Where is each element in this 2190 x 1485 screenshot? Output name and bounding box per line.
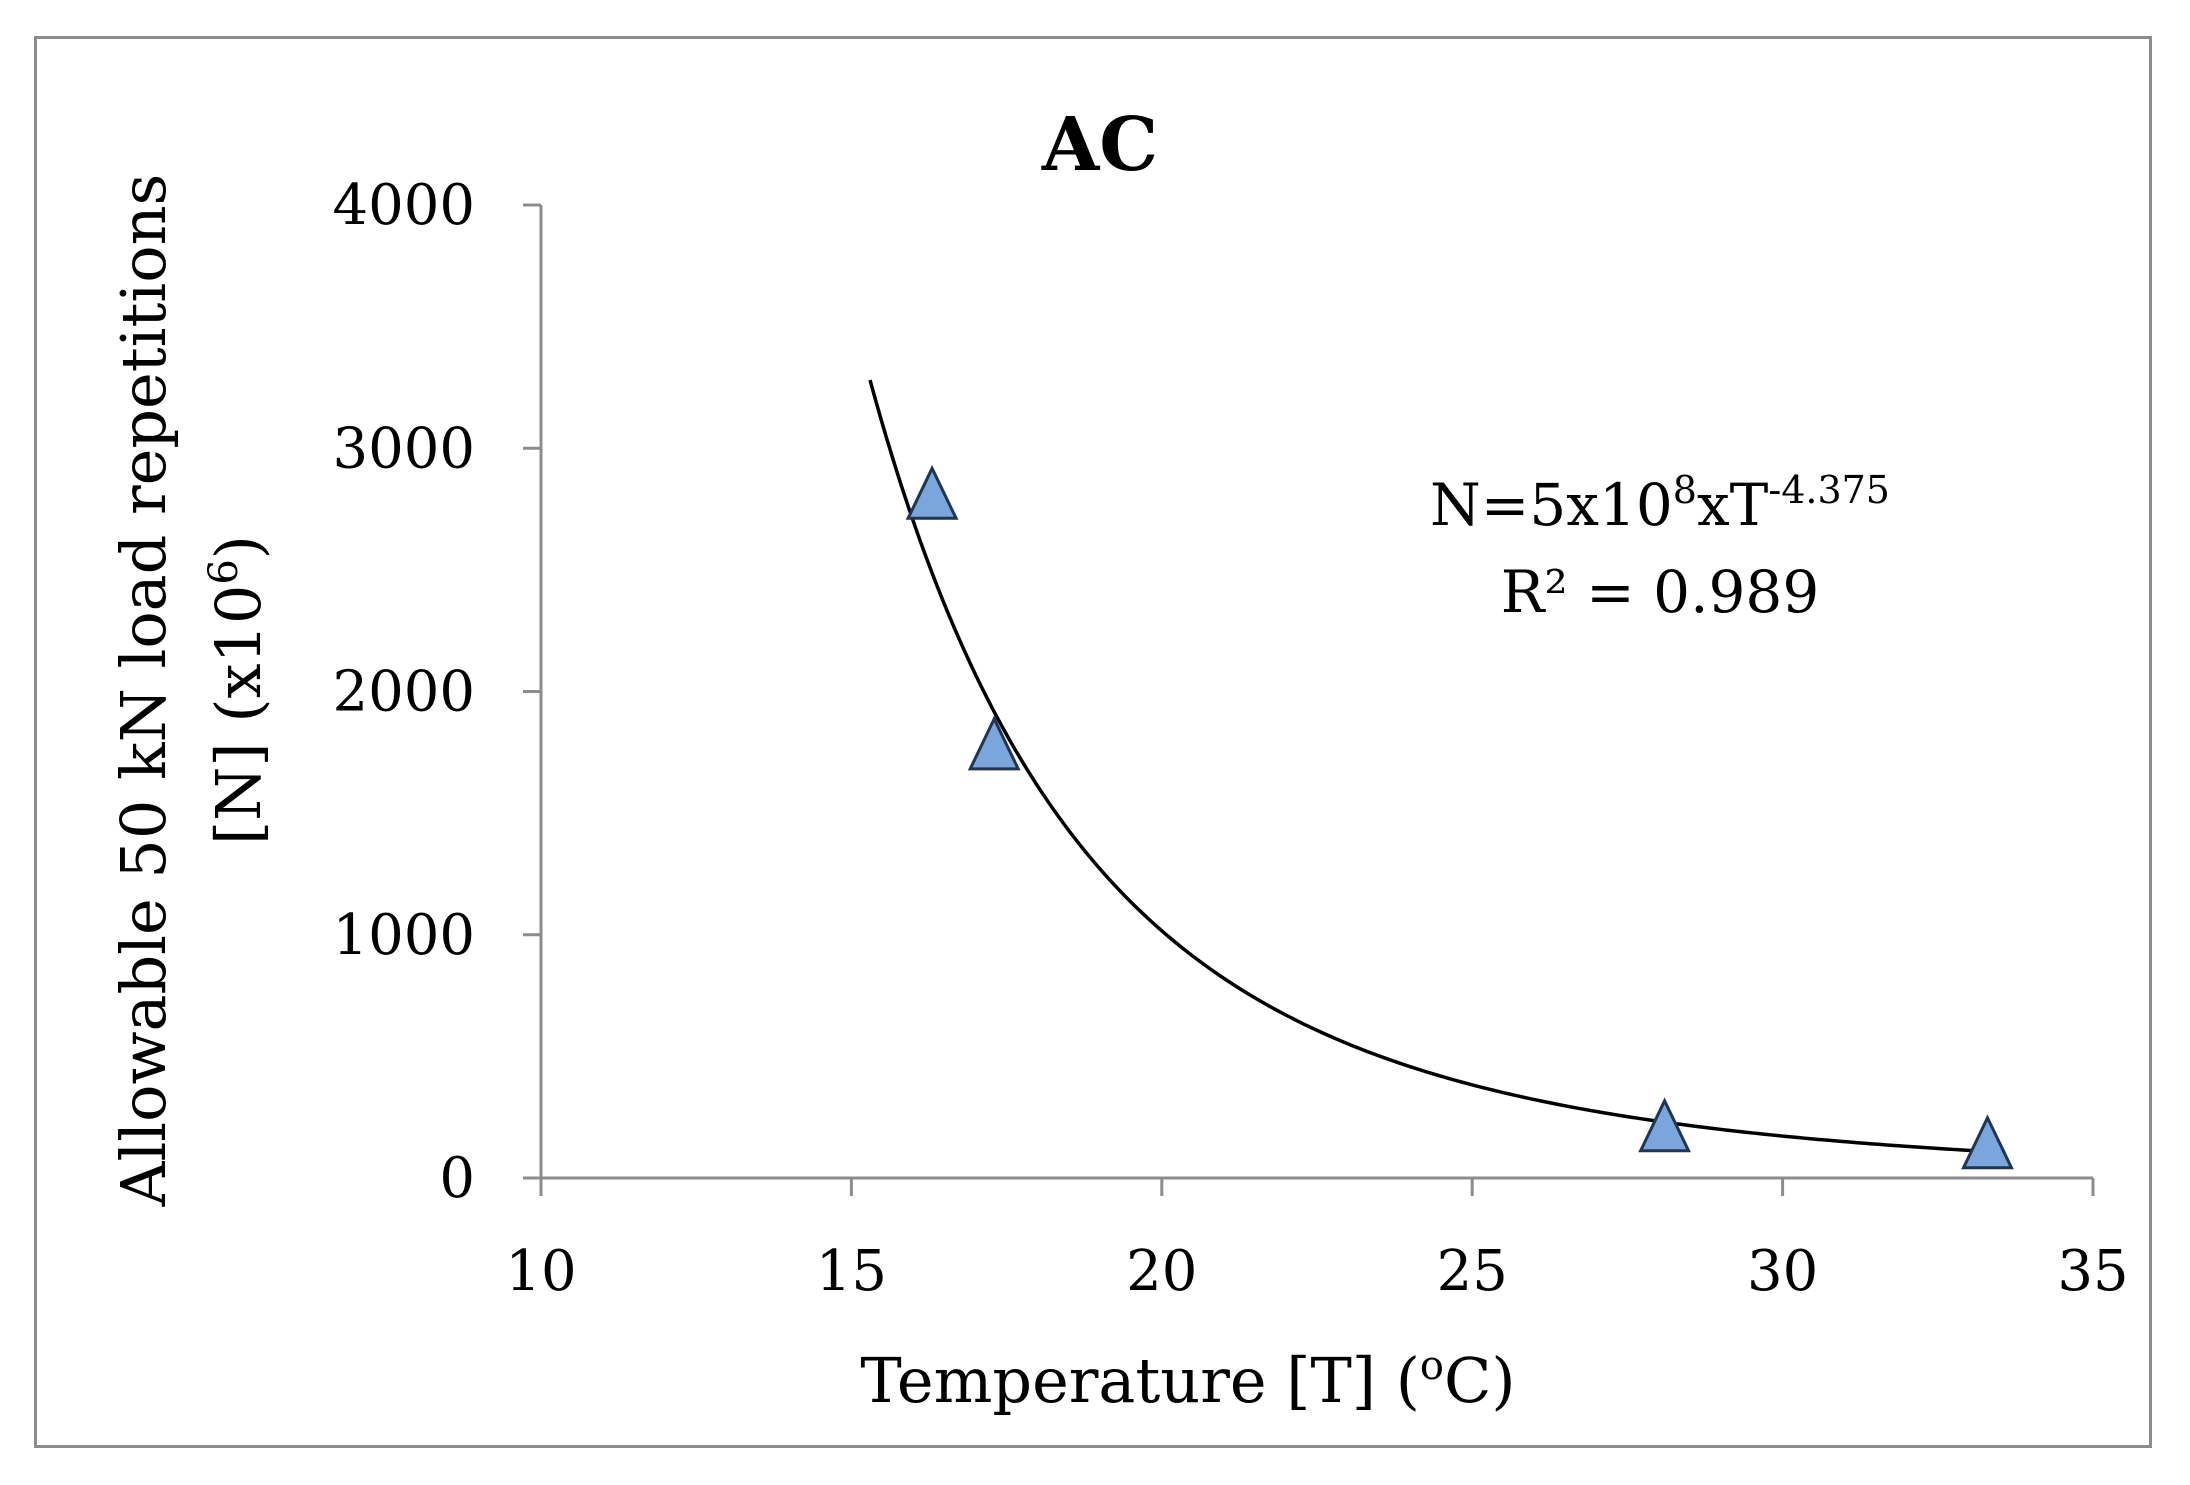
y-axis-title-line2-end: ) [202, 535, 275, 559]
r-squared-label: R² = 0.989 [1501, 558, 1819, 626]
y-tick-label: 3000 [332, 416, 475, 481]
equation-exp1: 8 [1673, 468, 1697, 512]
y-tick-label: 2000 [332, 660, 475, 725]
equation-mid: xT [1697, 471, 1769, 539]
chart-frame [34, 36, 2152, 1448]
y-axis-title-line2-exp: 6 [201, 559, 247, 584]
x-tick-label: 15 [816, 1239, 887, 1304]
x-tick-label: 35 [2057, 1239, 2128, 1304]
y-tick-label: 4000 [332, 173, 475, 238]
trendline-equation: N=5x108xT-4.375 [1430, 468, 1890, 539]
chart-title: AC [1041, 102, 1158, 188]
x-tick-label: 20 [1126, 1239, 1197, 1304]
x-axis-title-degree: o [1420, 1343, 1444, 1389]
data-points [905, 464, 2014, 1170]
y-axis-title-line2-main: [N] (x10 [202, 585, 275, 845]
data-point-triangle [1961, 1114, 2014, 1170]
x-axis-title: Temperature [T] (oC) [860, 1343, 1515, 1417]
data-point-triangle [967, 715, 1021, 771]
y-tick-label: 1000 [332, 903, 475, 968]
x-tick-label: 10 [505, 1239, 576, 1304]
y-ticks: 0 1000 2000 3000 4000 [332, 173, 541, 1211]
y-axis-title: Allowable 50 kN load repetitions [N] (x1… [107, 174, 275, 1208]
r-squared-value: 0.989 [1653, 558, 1819, 626]
equation-exp2: -4.375 [1768, 468, 1890, 512]
equation-base: N=5x10 [1430, 471, 1673, 539]
r-squared-prefix: R² = [1501, 558, 1653, 626]
y-tick-label: 0 [439, 1146, 475, 1211]
y-axis-title-line1: Allowable 50 kN load repetitions [107, 174, 180, 1208]
y-axis-title-line2: [N] (x106) [201, 535, 275, 845]
power-trendline [868, 379, 1982, 1153]
data-point-triangle [905, 464, 959, 520]
x-axis-title-main: Temperature [T] ( [860, 1344, 1420, 1417]
x-axis-title-unit: C) [1444, 1344, 1516, 1417]
x-tick-label: 30 [1747, 1239, 1818, 1304]
x-ticks: 10 15 20 25 30 35 [505, 1178, 2129, 1304]
data-point-triangle [1638, 1097, 1691, 1153]
x-tick-label: 25 [1437, 1239, 1508, 1304]
